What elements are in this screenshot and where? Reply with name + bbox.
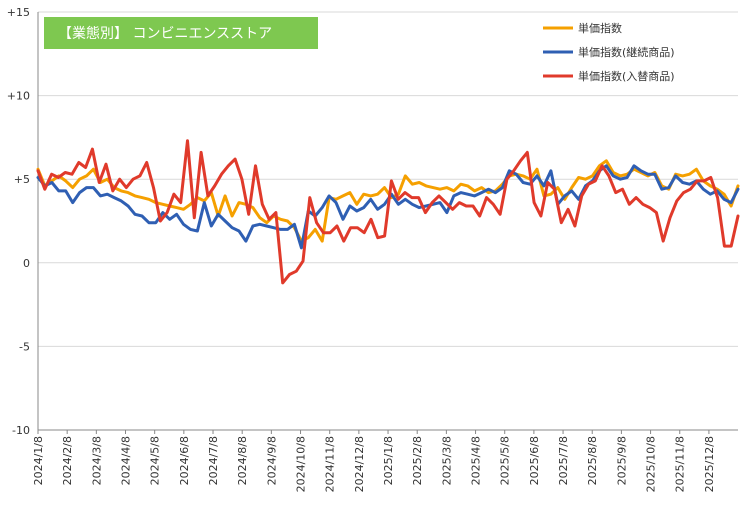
x-tick-label: 2025/7/8 — [557, 436, 570, 485]
y-tick-labels: +15 +10 +5 0 -5 -10 — [7, 6, 30, 437]
x-tick-label: 2024/8/8 — [236, 436, 249, 485]
y-tick-label: 0 — [23, 257, 30, 270]
chart-title-background — [44, 17, 318, 49]
x-tick-label: 2025/6/8 — [528, 436, 541, 485]
x-tick-label: 2025/2/8 — [411, 436, 424, 485]
series-line-3 — [36, 139, 740, 285]
series-lines — [36, 139, 740, 285]
y-tick-label: +15 — [7, 6, 30, 19]
legend-label: 単価指数(継続商品) — [578, 45, 675, 59]
x-tick-label: 2024/5/8 — [149, 436, 162, 485]
chart-title: 【業態別】 コンビニエンスストア — [44, 17, 318, 49]
x-tick-label: 2025/5/8 — [499, 436, 512, 485]
y-tick-label: +10 — [7, 90, 30, 103]
y-tick-label: -5 — [19, 340, 30, 353]
x-tick-label: 2024/10/8 — [295, 436, 308, 492]
y-tick-label: -10 — [12, 424, 30, 437]
x-tick-label: 2025/11/8 — [674, 436, 687, 492]
x-tick-label: 2025/1/8 — [382, 436, 395, 485]
x-tick-label: 2024/11/8 — [324, 436, 337, 492]
x-tick-label: 2024/6/8 — [178, 436, 191, 485]
x-tick-label: 2024/3/8 — [90, 436, 103, 485]
x-tick-label: 2025/3/8 — [440, 436, 453, 485]
x-tick-label: 2024/7/8 — [207, 436, 220, 485]
x-tick-label: 2025/10/8 — [645, 436, 658, 492]
x-tick-label: 2025/12/8 — [703, 436, 716, 492]
x-tick-label: 2024/12/8 — [353, 436, 366, 492]
y-tick-label: +5 — [14, 173, 30, 186]
x-tick-label: 2025/9/8 — [615, 436, 628, 485]
x-tick-label: 2024/9/8 — [265, 436, 278, 485]
x-tick-labels: 2024/1/8 2024/2/8 2024/3/8 2024/4/8 2024/5/8… — [32, 430, 716, 492]
x-tick-label: 2025/4/8 — [470, 436, 483, 485]
series-line-1 — [36, 159, 740, 243]
x-tick-label: 2024/2/8 — [61, 436, 74, 485]
x-tick-label: 2025/8/8 — [586, 436, 599, 485]
legend-label: 単価指数 — [578, 21, 622, 35]
x-tick-label: 2024/1/8 — [32, 436, 45, 485]
legend-label: 単価指数(入替商品) — [578, 69, 675, 83]
chart-title-text: 【業態別】 コンビニエンスストア — [58, 26, 272, 42]
x-tick-label: 2024/4/8 — [120, 436, 133, 485]
